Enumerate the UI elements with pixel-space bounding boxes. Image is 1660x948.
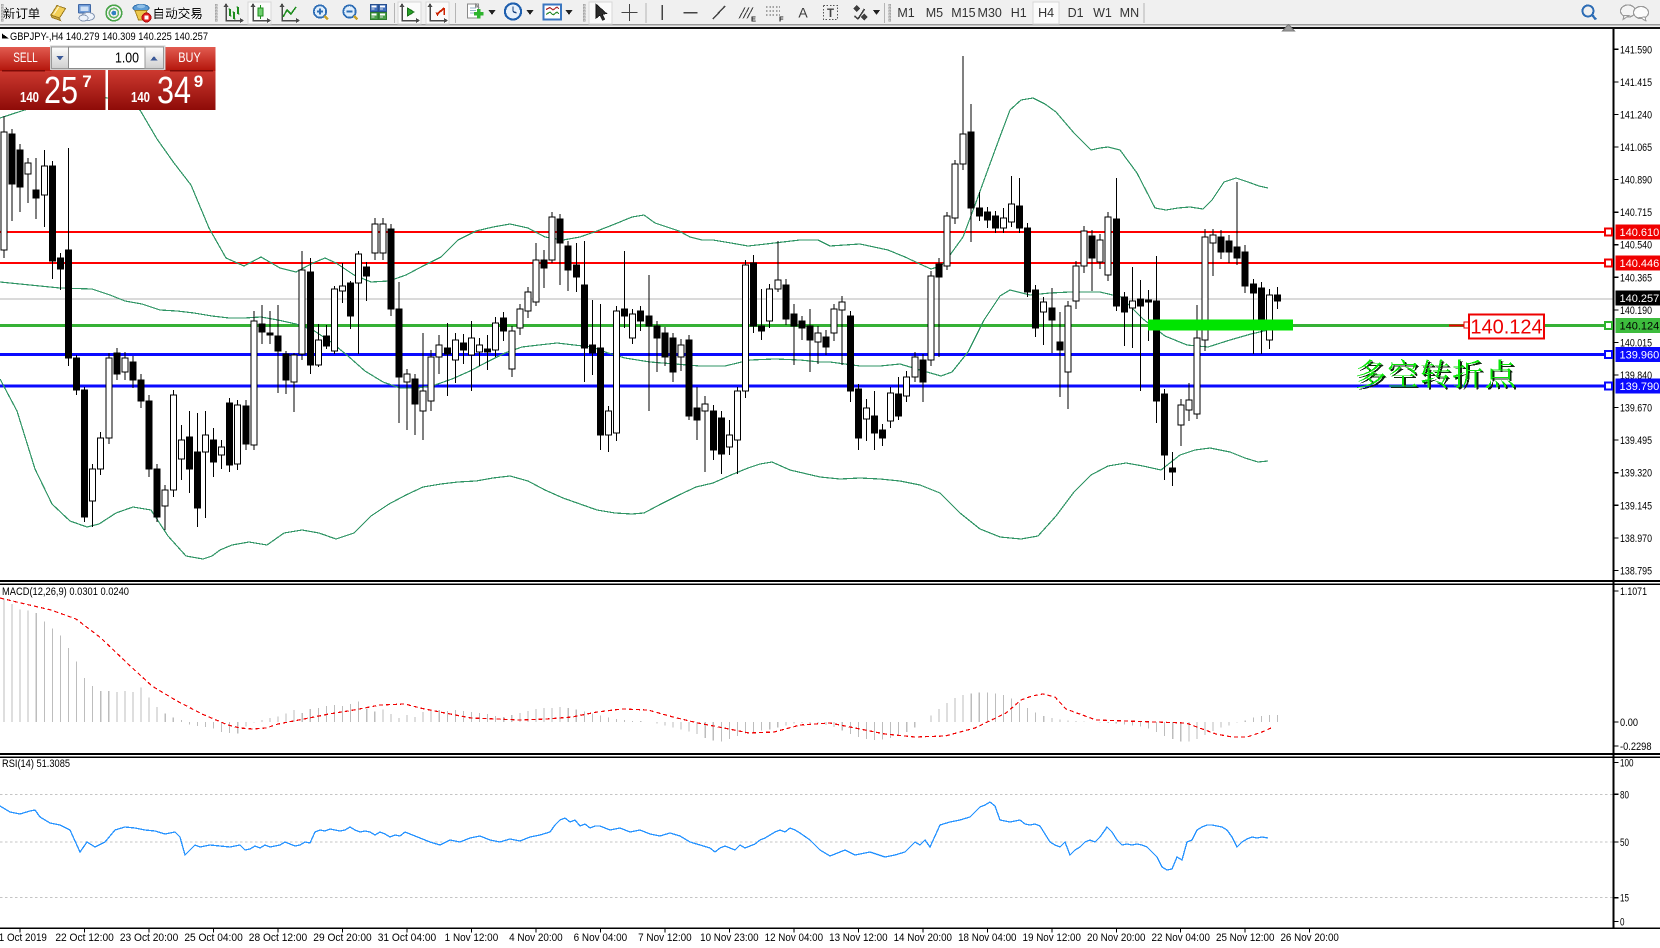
svg-text:18 Nov 04:00: 18 Nov 04:00 bbox=[958, 932, 1017, 944]
svg-text:141.590: 141.590 bbox=[1620, 44, 1652, 56]
svg-text:20 Nov 20:00: 20 Nov 20:00 bbox=[1087, 932, 1146, 944]
svg-text:12 Nov 04:00: 12 Nov 04:00 bbox=[765, 932, 824, 944]
svg-text:140.715: 140.715 bbox=[1620, 207, 1652, 219]
svg-text:RSI(14) 51.3085: RSI(14) 51.3085 bbox=[2, 758, 70, 770]
svg-text:D1: D1 bbox=[1068, 6, 1084, 20]
svg-text:140: 140 bbox=[131, 90, 150, 106]
svg-text:140.257: 140.257 bbox=[1620, 293, 1660, 305]
svg-text:26 Nov 20:00: 26 Nov 20:00 bbox=[1280, 932, 1339, 944]
svg-text:9: 9 bbox=[194, 72, 203, 91]
svg-text:50: 50 bbox=[1620, 837, 1629, 849]
svg-text:34: 34 bbox=[157, 70, 191, 112]
svg-text:138.795: 138.795 bbox=[1620, 565, 1652, 577]
svg-text:F: F bbox=[779, 15, 784, 24]
svg-text:141.240: 141.240 bbox=[1620, 109, 1652, 121]
svg-text:141.415: 141.415 bbox=[1620, 77, 1652, 89]
svg-text:1.1071: 1.1071 bbox=[1620, 586, 1647, 598]
svg-text:MN: MN bbox=[1120, 6, 1139, 20]
svg-text:M5: M5 bbox=[926, 6, 943, 20]
svg-text:140.015: 140.015 bbox=[1620, 337, 1652, 349]
svg-text:80: 80 bbox=[1620, 789, 1629, 801]
svg-text:A: A bbox=[798, 5, 808, 21]
svg-text:22 Nov 04:00: 22 Nov 04:00 bbox=[1152, 932, 1211, 944]
svg-text:14 Nov 20:00: 14 Nov 20:00 bbox=[894, 932, 953, 944]
svg-text:GBPJPY-,H4 140.279 140.309 14: GBPJPY-,H4 140.279 140.309 140.225 140.2… bbox=[10, 31, 208, 43]
svg-text:T: T bbox=[827, 8, 834, 20]
svg-text:1.00: 1.00 bbox=[115, 50, 139, 67]
svg-text:4 Nov 20:00: 4 Nov 20:00 bbox=[509, 932, 563, 944]
svg-text:M1: M1 bbox=[897, 6, 914, 20]
svg-text:BUY: BUY bbox=[178, 50, 201, 65]
svg-text:31 Oct 04:00: 31 Oct 04:00 bbox=[378, 932, 437, 944]
svg-text:0: 0 bbox=[1620, 917, 1625, 929]
svg-text:M15: M15 bbox=[951, 6, 975, 20]
svg-text:140.124: 140.124 bbox=[1470, 317, 1542, 339]
svg-text:28 Oct 12:00: 28 Oct 12:00 bbox=[249, 932, 308, 944]
svg-text:15: 15 bbox=[1620, 893, 1629, 905]
svg-text:SELL: SELL bbox=[13, 50, 38, 65]
svg-text:21 Oct 2019: 21 Oct 2019 bbox=[0, 932, 47, 944]
svg-text:25: 25 bbox=[44, 70, 78, 112]
svg-text:29 Oct 20:00: 29 Oct 20:00 bbox=[313, 932, 372, 944]
svg-text:139.790: 139.790 bbox=[1620, 381, 1660, 393]
svg-text:6 Nov 04:00: 6 Nov 04:00 bbox=[574, 932, 628, 944]
svg-text:140.365: 140.365 bbox=[1620, 272, 1652, 284]
svg-text:MACD(12,26,9) 0.0301 0.0240: MACD(12,26,9) 0.0301 0.0240 bbox=[2, 586, 129, 598]
svg-text:140.124: 140.124 bbox=[1620, 321, 1660, 333]
svg-text:23 Oct 20:00: 23 Oct 20:00 bbox=[120, 932, 179, 944]
svg-text:100: 100 bbox=[1620, 758, 1634, 770]
svg-text:140.446: 140.446 bbox=[1620, 258, 1660, 270]
svg-text:140.190: 140.190 bbox=[1620, 305, 1652, 317]
svg-text:W1: W1 bbox=[1093, 6, 1112, 20]
svg-text:13 Nov 12:00: 13 Nov 12:00 bbox=[829, 932, 888, 944]
svg-text:140.540: 140.540 bbox=[1620, 240, 1652, 252]
svg-text:10 Nov 23:00: 10 Nov 23:00 bbox=[700, 932, 759, 944]
svg-text:E: E bbox=[751, 15, 756, 24]
svg-text:25 Nov 12:00: 25 Nov 12:00 bbox=[1216, 932, 1275, 944]
svg-text:139.320: 139.320 bbox=[1620, 468, 1652, 480]
svg-text:141.065: 141.065 bbox=[1620, 142, 1652, 154]
svg-text:7 Nov 12:00: 7 Nov 12:00 bbox=[638, 932, 692, 944]
svg-text:M30: M30 bbox=[978, 6, 1002, 20]
svg-text:22 Oct 12:00: 22 Oct 12:00 bbox=[55, 932, 114, 944]
svg-text:139.495: 139.495 bbox=[1620, 435, 1652, 447]
svg-text:139.670: 139.670 bbox=[1620, 403, 1652, 415]
svg-text:7: 7 bbox=[82, 72, 91, 91]
svg-text:-0.2298: -0.2298 bbox=[1620, 741, 1652, 753]
svg-text:140.890: 140.890 bbox=[1620, 175, 1652, 187]
svg-text:138.970: 138.970 bbox=[1620, 533, 1652, 545]
svg-text:H1: H1 bbox=[1011, 6, 1027, 20]
svg-text:140.610: 140.610 bbox=[1620, 227, 1660, 239]
svg-text:139.145: 139.145 bbox=[1620, 500, 1652, 512]
svg-text:140: 140 bbox=[20, 90, 39, 106]
svg-text:139.960: 139.960 bbox=[1620, 350, 1660, 362]
svg-text:19 Nov 12:00: 19 Nov 12:00 bbox=[1023, 932, 1082, 944]
svg-text:1 Nov 12:00: 1 Nov 12:00 bbox=[445, 932, 499, 944]
svg-text:25 Oct 04:00: 25 Oct 04:00 bbox=[184, 932, 243, 944]
svg-text:H4: H4 bbox=[1038, 6, 1054, 20]
svg-text:0.00: 0.00 bbox=[1620, 717, 1638, 729]
